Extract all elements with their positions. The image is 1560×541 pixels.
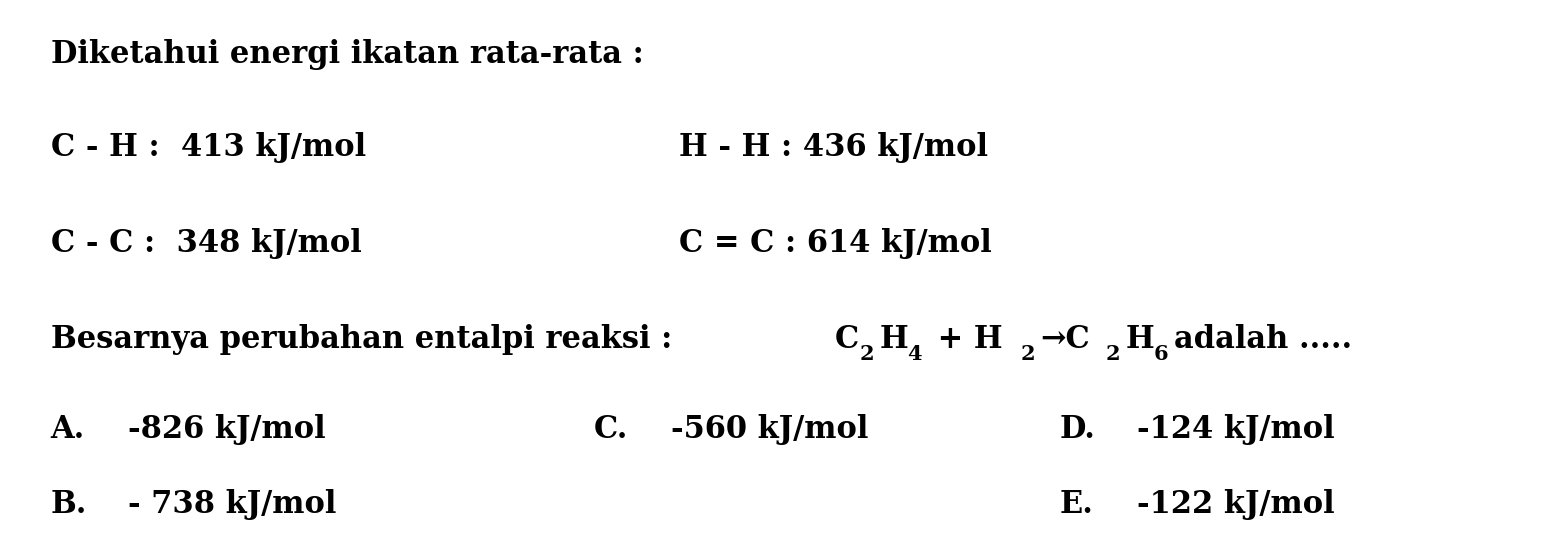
Text: Besarnya perubahan entalpi reaksi :: Besarnya perubahan entalpi reaksi : bbox=[51, 324, 683, 355]
Text: adalah .....: adalah ..... bbox=[1175, 324, 1353, 355]
Text: E.: E. bbox=[1059, 489, 1094, 520]
Text: -826 kJ/mol: -826 kJ/mol bbox=[128, 414, 326, 445]
Text: 6: 6 bbox=[1154, 344, 1168, 364]
Text: 2: 2 bbox=[1106, 344, 1120, 364]
Text: + H: + H bbox=[927, 324, 1003, 355]
Text: Diketahui energi ikatan rata-rata :: Diketahui energi ikatan rata-rata : bbox=[51, 39, 644, 70]
Text: -124 kJ/mol: -124 kJ/mol bbox=[1137, 414, 1334, 445]
Text: -122 kJ/mol: -122 kJ/mol bbox=[1137, 489, 1334, 520]
Text: C = C : 614 kJ/mol: C = C : 614 kJ/mol bbox=[679, 228, 992, 259]
Text: C - H :  413 kJ/mol: C - H : 413 kJ/mol bbox=[51, 132, 367, 163]
Text: D.: D. bbox=[1059, 414, 1095, 445]
Text: 4: 4 bbox=[908, 344, 922, 364]
Text: B.: B. bbox=[51, 489, 87, 520]
Text: H: H bbox=[880, 324, 908, 355]
Text: - 738 kJ/mol: - 738 kJ/mol bbox=[128, 489, 337, 520]
Text: C.: C. bbox=[594, 414, 629, 445]
Text: A.: A. bbox=[51, 414, 84, 445]
Text: →C: →C bbox=[1041, 324, 1090, 355]
Text: C - C :  348 kJ/mol: C - C : 348 kJ/mol bbox=[51, 228, 362, 259]
Text: 2: 2 bbox=[1020, 344, 1036, 364]
Text: -560 kJ/mol: -560 kJ/mol bbox=[671, 414, 869, 445]
Text: H - H : 436 kJ/mol: H - H : 436 kJ/mol bbox=[679, 132, 987, 163]
Text: H: H bbox=[1126, 324, 1154, 355]
Text: C: C bbox=[835, 324, 858, 355]
Text: 2: 2 bbox=[860, 344, 874, 364]
